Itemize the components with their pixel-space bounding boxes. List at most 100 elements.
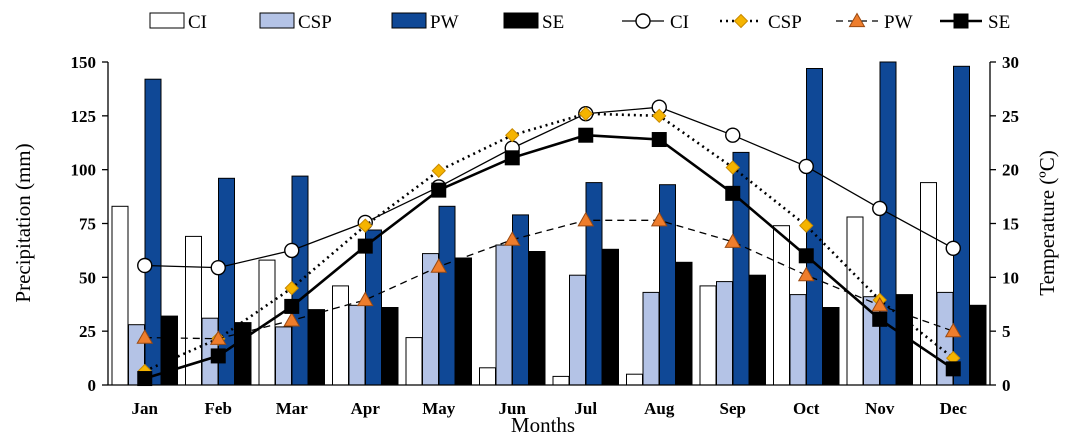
x-tick-label: Sep <box>720 399 746 418</box>
y-tick-label: 0 <box>88 376 97 395</box>
y2-axis-title: Temperature (ºC) <box>1035 150 1059 296</box>
y-tick-label: 25 <box>79 322 96 341</box>
legend-item-bar-se: SE <box>503 12 564 33</box>
marker-triangle <box>283 311 301 327</box>
bar <box>161 315 178 386</box>
marker-square <box>953 13 969 29</box>
bar <box>479 367 496 386</box>
line-series-se <box>137 127 961 387</box>
bar <box>822 307 840 386</box>
y2-tick-label: 30 <box>1002 53 1019 72</box>
bar <box>275 326 292 386</box>
y-tick-label: 100 <box>71 161 97 180</box>
marker-square <box>210 348 226 364</box>
marker-diamond <box>505 128 520 143</box>
bar <box>528 251 546 386</box>
marker-triangle <box>650 211 668 227</box>
x-tick-label: Apr <box>351 399 381 418</box>
x-tick-label: Dec <box>940 399 968 418</box>
marker-circle <box>798 158 814 175</box>
y-tick-label: 150 <box>71 53 97 72</box>
marker-triangle <box>944 322 962 338</box>
legend-swatch <box>391 12 427 29</box>
series-line <box>144 106 954 269</box>
y2-tick-label: 20 <box>1002 161 1019 180</box>
marker-diamond <box>733 13 749 29</box>
bar <box>308 309 325 386</box>
bar <box>699 285 717 386</box>
marker-triangle <box>871 296 889 312</box>
y2-tick-label: 15 <box>1002 215 1019 234</box>
legend: CI CSP PW SE CI CSP PW SE <box>149 12 1010 33</box>
marker-circle <box>137 257 153 274</box>
marker-diamond <box>358 218 373 233</box>
line-series-pw <box>136 211 962 345</box>
marker-square <box>137 371 153 387</box>
legend-item-bar-csp: CSP <box>259 12 332 33</box>
y-tick-label: 75 <box>79 215 96 234</box>
bar <box>438 205 456 386</box>
marker-square <box>504 150 520 166</box>
y-tick-label: 50 <box>79 268 96 287</box>
y2-tick-label: 25 <box>1002 107 1019 126</box>
y2-tick-label: 5 <box>1002 322 1011 341</box>
legend-item-bar-pw: PW <box>391 12 459 33</box>
marker-triangle <box>209 330 227 345</box>
bar-series-ci <box>111 182 937 386</box>
marker-triangle <box>848 12 866 28</box>
bar <box>381 307 399 386</box>
plot-area <box>111 61 987 387</box>
y-tick-label: 125 <box>71 107 97 126</box>
legend-item-bar-ci: CI <box>149 12 207 33</box>
marker-triangle <box>577 211 595 227</box>
marker-circle <box>872 200 888 217</box>
x-tick-label: Jan <box>132 399 159 418</box>
marker-diamond <box>725 160 740 175</box>
bar <box>969 304 987 386</box>
series-line <box>144 133 955 380</box>
legend-item-line-csp: CSP <box>720 12 802 33</box>
marker-circle <box>284 242 300 259</box>
y2-tick-label: 0 <box>1002 376 1011 395</box>
marker-circle <box>635 13 651 29</box>
bar <box>111 205 129 386</box>
bar <box>455 257 472 386</box>
line-series-csp <box>137 106 961 379</box>
x-tick-label: Mar <box>276 399 309 418</box>
bar <box>552 375 570 386</box>
series-line <box>144 219 954 340</box>
legend-label: PW <box>884 12 913 33</box>
marker-circle <box>725 127 741 143</box>
x-tick-label: Aug <box>644 399 675 418</box>
legend-label: CSP <box>298 12 332 33</box>
legend-swatch <box>503 12 539 29</box>
legend-item-line-ci: CI <box>622 12 689 33</box>
bar <box>405 337 423 386</box>
marker-square <box>945 361 961 377</box>
marker-square <box>357 238 373 254</box>
bar <box>659 184 676 386</box>
legend-label: SE <box>542 12 564 33</box>
marker-triangle <box>724 233 742 248</box>
legend-label: CI <box>188 12 207 33</box>
marker-square <box>578 127 594 143</box>
bar <box>602 248 619 386</box>
marker-diamond <box>652 108 667 124</box>
x-tick-label: Nov <box>865 399 895 418</box>
bar <box>773 225 790 386</box>
x-tick-label: Oct <box>793 399 820 418</box>
marker-triangle <box>136 329 154 344</box>
marker-diamond <box>799 218 814 233</box>
x-tick-label: Jul <box>574 399 597 418</box>
bar <box>348 304 366 386</box>
bar <box>749 274 766 386</box>
legend-label: CI <box>670 12 689 33</box>
marker-triangle <box>430 258 448 273</box>
marker-triangle <box>797 266 815 282</box>
marker-diamond <box>431 163 446 178</box>
legend-swatch <box>259 12 295 29</box>
marker-diamond <box>578 106 593 121</box>
marker-square <box>284 298 300 314</box>
